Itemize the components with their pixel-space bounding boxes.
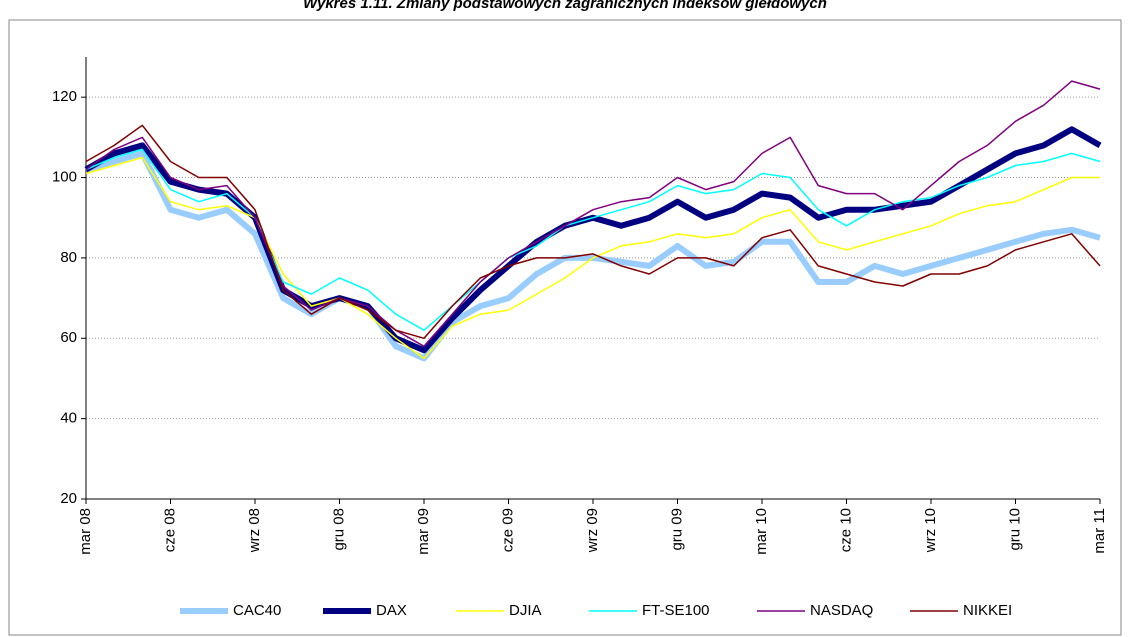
x-tick-label: mar 08 xyxy=(77,508,94,555)
x-tick-label: gru 09 xyxy=(668,508,685,551)
y-tick-label: 40 xyxy=(60,410,77,427)
y-tick-label: 80 xyxy=(60,249,77,266)
legend-label: NIKKEI xyxy=(963,602,1012,619)
x-tick-label: wrz 10 xyxy=(922,508,939,553)
y-tick-label: 100 xyxy=(52,169,77,186)
x-tick-label: mar 11 xyxy=(1091,508,1108,554)
legend-label: NASDAQ xyxy=(810,602,873,619)
series-line xyxy=(85,80,1101,348)
x-tick-label: wrz 08 xyxy=(246,508,263,553)
series-line xyxy=(85,124,1101,340)
legend-label: DJIA xyxy=(509,602,542,619)
y-tick-label: 20 xyxy=(60,490,77,507)
chart-title: Wykres 1.11. Zmiany podstawowych zagrani… xyxy=(303,0,827,12)
y-tick-label: 120 xyxy=(52,88,77,105)
x-tick-label: cze 08 xyxy=(161,508,178,552)
x-tick-label: mar 09 xyxy=(415,508,432,555)
y-tick-label: 60 xyxy=(60,329,77,346)
x-tick-label: gru 08 xyxy=(330,508,347,551)
chart-frame xyxy=(8,19,1122,636)
legend-label: FT-SE100 xyxy=(642,602,710,619)
x-tick-label: wrz 09 xyxy=(584,508,601,553)
x-tick-label: cze 10 xyxy=(837,508,854,552)
legend-label: DAX xyxy=(376,602,407,619)
x-tick-label: mar 10 xyxy=(753,508,770,555)
legend-label: CAC40 xyxy=(233,602,281,619)
x-tick-label: gru 10 xyxy=(1006,508,1023,551)
x-tick-label: cze 09 xyxy=(499,508,516,552)
